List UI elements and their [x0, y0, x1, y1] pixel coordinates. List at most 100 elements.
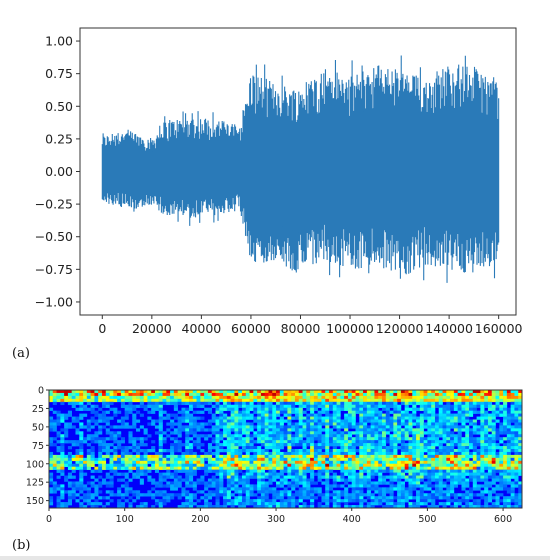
spectrogram-cell [139, 404, 144, 408]
spectrogram-cell [465, 505, 470, 509]
spectrogram-cell [158, 481, 163, 485]
spectrogram-cell [317, 440, 322, 444]
spectrogram-cell [408, 422, 413, 426]
spectrogram-cell [260, 422, 265, 426]
spectrogram-cell [412, 407, 417, 411]
spectrogram-cell [226, 422, 231, 426]
spectrogram-cell [268, 437, 273, 441]
spectrogram-cell [344, 463, 349, 467]
spectrogram-cell [71, 463, 76, 467]
spectrogram-cell [510, 407, 515, 411]
spectrogram-cell [151, 463, 156, 467]
spectrogram-frame [48, 389, 523, 509]
spectrogram-cell [162, 460, 167, 465]
spectrogram-cell [434, 401, 440, 406]
spectrogram-cell [465, 490, 470, 494]
spectrogram-cell [378, 416, 383, 420]
spectrogram-cell [101, 466, 107, 470]
caption-b: (b) [12, 538, 31, 553]
spectrogram-cell [347, 484, 353, 488]
spectrogram-cell [147, 416, 152, 420]
spectrogram-cell [321, 446, 326, 450]
spectrogram-cell [438, 422, 443, 426]
spectrogram-cell [446, 410, 451, 414]
spectrogram-cell [151, 419, 156, 423]
spectrogram-cell [268, 463, 273, 467]
spectrogram-cell [226, 404, 231, 408]
spectrogram-cell [347, 419, 353, 423]
spectrogram-cell [363, 443, 368, 447]
spectrogram-cell [385, 449, 390, 453]
spectrogram-cell [370, 475, 375, 479]
spectrogram-cell [211, 505, 216, 509]
spectrogram-cell [136, 392, 141, 397]
spectrogram-cell [514, 493, 519, 497]
spectrogram-cell [332, 496, 337, 500]
spectrogram-cell [325, 428, 330, 432]
spectrogram-cell [476, 469, 481, 473]
spectrogram-cell [374, 407, 379, 411]
spectrogram-cell [419, 484, 424, 488]
spectrogram-cell [412, 428, 417, 432]
spectrogram-cell [400, 499, 405, 503]
spectrogram-cell [453, 404, 458, 408]
spectrogram-cell [75, 493, 80, 497]
spectrogram-cell [381, 434, 387, 438]
spectrogram-cell [484, 505, 489, 509]
spectrogram-cell [393, 505, 398, 509]
spectrogram-cell [291, 398, 296, 403]
spectrogram-cell [381, 395, 387, 400]
spectrogram-cell [393, 419, 398, 423]
spectrogram-cell [113, 431, 118, 435]
spectrogram-cell [416, 451, 421, 456]
spectrogram-cell [98, 446, 103, 450]
spectrogram-cell [101, 390, 107, 394]
spectrogram-cell [90, 463, 95, 467]
spectrogram-cell [476, 392, 481, 397]
spectrogram-cell [226, 457, 231, 462]
spectrogram-cell [431, 428, 436, 432]
spectrogram-cell [75, 454, 80, 459]
spectrogram-cell [264, 463, 269, 467]
spectrogram-cell [506, 434, 511, 438]
spectrogram-cell [143, 443, 148, 447]
spectrogram-cell [245, 428, 250, 432]
spectrogram-cell [453, 466, 458, 470]
y-tick-label-b: 100 [26, 459, 44, 470]
spectrogram-cell [245, 404, 250, 408]
spectrogram-cell [75, 390, 80, 394]
spectrogram-cell [287, 390, 292, 394]
spectrogram-cell [336, 431, 341, 435]
spectrogram-cell [306, 398, 311, 403]
spectrogram-cell [230, 404, 235, 408]
spectrogram-cell [510, 481, 515, 485]
spectrogram-cell [249, 437, 254, 441]
spectrogram-cell [431, 493, 436, 497]
spectrogram-cell [427, 466, 432, 470]
spectrogram-cell [344, 481, 349, 485]
spectrogram-cell [344, 478, 349, 482]
spectrogram-cell [294, 463, 300, 467]
spectrogram-cell [325, 493, 330, 497]
spectrogram-cell [423, 404, 428, 408]
spectrogram-cell [484, 502, 489, 506]
spectrogram-cell [450, 440, 455, 444]
spectrogram-cell [431, 505, 436, 509]
spectrogram-cell [196, 446, 201, 450]
spectrogram-cell [476, 457, 481, 462]
spectrogram-cell [272, 410, 277, 414]
spectrogram-cell [457, 466, 462, 470]
spectrogram-cell [120, 440, 125, 444]
spectrogram-cell [185, 407, 190, 411]
spectrogram-cell [472, 484, 477, 488]
spectrogram-cell [113, 425, 118, 429]
spectrogram-cell [83, 398, 88, 403]
spectrogram-cell [230, 451, 235, 456]
spectrogram-cell [446, 451, 451, 456]
spectrogram-cell [495, 407, 500, 411]
spectrogram-cell [185, 440, 190, 444]
spectrogram-cell [139, 466, 144, 470]
spectrogram-cell [465, 434, 470, 438]
spectrogram-cell [332, 434, 337, 438]
spectrogram-cell [154, 457, 160, 462]
